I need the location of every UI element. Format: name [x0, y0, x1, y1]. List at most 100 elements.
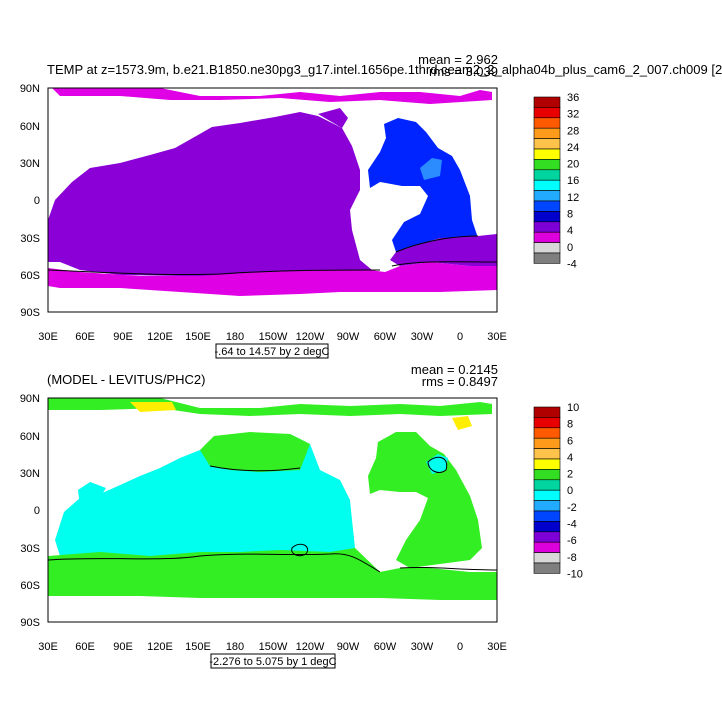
colorbar-swatch	[533, 521, 561, 533]
p2-contour-5	[427, 456, 448, 473]
colorbar-swatch	[533, 231, 561, 243]
p1-map-frame	[47, 87, 498, 313]
p1-lat-labels: 90N 60N 30N 0 30S 60S 90S	[20, 83, 40, 319]
colorbar-label: 0	[567, 485, 573, 497]
colorbar-swatch	[533, 406, 561, 418]
p2-atlantic-green	[368, 432, 482, 568]
p1-lat-label: 30N	[20, 158, 40, 170]
colorbar-label: 8	[567, 208, 573, 220]
panel-1-title: TEMP at z=1573.9m, b.e21.B1850.ne30pg3_g…	[47, 62, 722, 77]
panel-1: TEMP at z=1573.9m, b.e21.B1850.ne30pg3_g…	[20, 52, 722, 359]
p2-lat-label: 30N	[20, 468, 40, 480]
panel-1-map	[47, 87, 498, 313]
colorbar-swatch	[533, 479, 561, 491]
colorbar-swatch	[533, 221, 561, 233]
p1-atlantic-south-field	[390, 234, 497, 266]
p1-lat-label: 90S	[20, 307, 40, 319]
p2-lon-label: 90W	[337, 641, 360, 653]
p1-med-field	[420, 158, 442, 180]
colorbar-swatch	[533, 127, 561, 139]
colorbar-swatch	[533, 437, 561, 449]
colorbar-label: 4	[567, 225, 573, 237]
p1-contour	[47, 269, 381, 276]
colorbar-swatch	[533, 211, 561, 223]
colorbar-label: 20	[567, 159, 579, 171]
colorbar-swatch	[533, 510, 561, 522]
p1-lat-label: 90N	[20, 83, 40, 95]
p2-lon-label: 30E	[487, 641, 507, 653]
panel-1-mean: mean = 2.962	[418, 52, 498, 67]
p2-lon-label: 120W	[296, 641, 325, 653]
p2-lon-label: 120E	[147, 641, 173, 653]
p1-lat-label: 30S	[20, 233, 40, 245]
colorbar-swatch	[533, 148, 561, 160]
p1-range-text: -.64 to 14.57 by 2 degC	[215, 346, 330, 358]
colorbar-label: 10	[567, 402, 579, 414]
colorbar-swatch	[533, 117, 561, 129]
p1-lon-label: 120E	[147, 331, 173, 343]
p1-lon-label: 60E	[75, 331, 95, 343]
p2-range-box	[210, 653, 336, 669]
p2-lon-label: 180	[226, 641, 244, 653]
colorbar-label: -4	[567, 518, 577, 530]
panel-2-map	[47, 397, 498, 623]
p1-arctic-field	[52, 88, 492, 104]
colorbar-swatch	[533, 252, 561, 264]
p2-lon-label: 30E	[38, 641, 58, 653]
colorbar-label: -4	[567, 258, 577, 270]
colorbar-swatch	[533, 541, 561, 553]
colorbar-label: 16	[567, 175, 579, 187]
colorbar-swatch	[533, 417, 561, 429]
p2-arctic-yellow	[130, 402, 176, 412]
p1-contour-3	[391, 261, 498, 267]
colorbar-swatch	[533, 448, 561, 460]
p1-contour-2	[395, 235, 479, 253]
p1-lat-label: 0	[34, 195, 40, 207]
colorbar-label: 28	[567, 125, 579, 137]
p2-lon-label: 0	[457, 641, 463, 653]
colorbar-swatch	[533, 190, 561, 202]
colorbar-swatch	[533, 552, 561, 564]
panel-2-rms: rms = 0.8497	[422, 374, 498, 389]
colorbar-swatch	[533, 531, 561, 543]
p2-nw-pacific-green	[200, 432, 310, 472]
p1-lon-label: 120W	[296, 331, 325, 343]
panel-2-mean: mean = 0.2145	[411, 362, 498, 377]
colorbar-label: -2	[567, 502, 577, 514]
colorbar-swatch	[533, 469, 561, 481]
colorbar-label: 8	[567, 419, 573, 431]
p2-contour-2	[209, 465, 301, 472]
colorbar-swatch	[533, 200, 561, 212]
colorbar-label: 4	[567, 452, 573, 464]
p2-lon-labels: 30E 60E 90E 120E 150E 180 150W 120W 90W …	[38, 641, 507, 653]
colorbar-swatch	[533, 107, 561, 119]
p2-contour-4	[291, 543, 308, 557]
colorbar-label: 2	[567, 469, 573, 481]
p2-lat-label: 60N	[20, 431, 40, 443]
p2-southern-green	[48, 548, 497, 600]
colorbar-swatch	[533, 500, 561, 512]
p1-southern-ocean-field	[48, 262, 497, 296]
p2-nw-indian-field	[78, 482, 106, 506]
colorbar-swatch	[533, 138, 561, 150]
p2-lat-label: 60S	[20, 580, 40, 592]
p1-lat-label: 60N	[20, 121, 40, 133]
colorbar-swatch	[533, 427, 561, 439]
panel-1-rms: rms = 3.039	[429, 64, 498, 79]
colorbar-label: 6	[567, 435, 573, 447]
p1-lat-label: 60S	[20, 270, 40, 282]
p1-lon-label: 150W	[259, 331, 288, 343]
p1-lon-label: 30E	[38, 331, 58, 343]
colorbar-swatch	[533, 159, 561, 171]
p2-contour-3	[399, 566, 498, 571]
p2-lat-labels: 90N 60N 30N 0 30S 60S 90S	[20, 393, 40, 629]
p2-lon-label: 150E	[185, 641, 211, 653]
p2-colorbar: 10 8 6 4 2 0 -2 -4 -6 -8 -10	[533, 402, 583, 580]
colorbar-label: 0	[567, 242, 573, 254]
colorbar-swatch	[533, 242, 561, 254]
p1-atlantic-field	[368, 118, 478, 252]
panel-2: (MODEL - LEVITUS/PHC2) mean = 0.2145 rms…	[20, 362, 583, 669]
p2-range-text: -2.276 to 5.075 by 1 degC	[209, 656, 336, 668]
p1-lon-labels: 30E 60E 90E 120E 150E 180 150W 120W 90W …	[38, 331, 507, 343]
p2-arctic-green	[48, 398, 492, 416]
